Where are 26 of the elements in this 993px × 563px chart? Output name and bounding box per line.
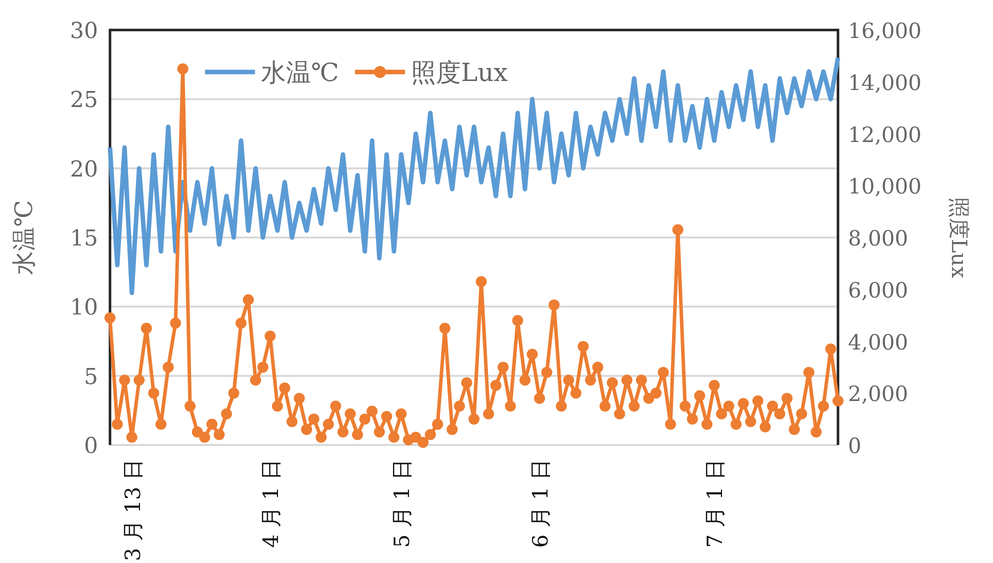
x-tick-label: 3 月 13 日 xyxy=(120,459,145,562)
y-tick-label: 10 xyxy=(70,296,98,321)
y2-tick-label: 2,000 xyxy=(848,382,908,406)
y2-tick-label: 0 xyxy=(848,434,862,458)
legend-label: 照度Lux xyxy=(410,58,508,87)
y-axis-title: 水温℃ xyxy=(10,200,38,275)
y-tick-label: 5 xyxy=(84,364,98,390)
legend-label: 水温℃ xyxy=(261,58,339,87)
line-series xyxy=(108,55,840,296)
x-tick-label: 6 月 1 日 xyxy=(528,459,553,548)
y-tick-label: 20 xyxy=(70,157,98,182)
y-tick-label: 30 xyxy=(70,19,98,44)
x-tick-label: 5 月 1 日 xyxy=(390,459,414,548)
y2-tick-label: 10,000 xyxy=(848,174,922,199)
y2-tick-label: 16,000 xyxy=(848,19,922,43)
y2-tick-label: 6,000 xyxy=(848,278,908,302)
y2-tick-label: 14,000 xyxy=(848,70,922,95)
y-tick-label: 25 xyxy=(70,88,98,114)
y2-axis-title: 照度Lux xyxy=(947,196,971,278)
x-tick-label: 4 月 1 日 xyxy=(259,459,284,548)
y-tick-label: 15 xyxy=(70,226,98,252)
y2-tick-label: 8,000 xyxy=(848,226,908,250)
y2-tick-label: 12,000 xyxy=(848,122,922,147)
y-tick-label: 0 xyxy=(84,434,98,459)
y2-tick-label: 4,000 xyxy=(848,330,908,354)
x-tick-label: 7 月 1 日 xyxy=(703,459,728,548)
